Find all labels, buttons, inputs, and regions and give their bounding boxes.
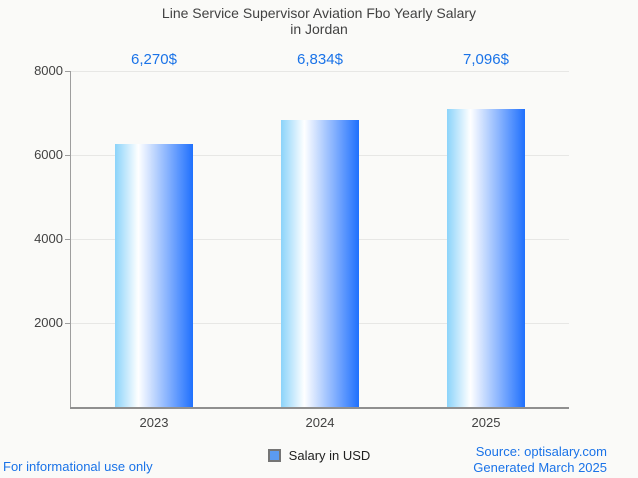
- source-link[interactable]: Source: optisalary.com: [475, 444, 607, 459]
- y-tick: [65, 239, 71, 240]
- chart-title-line2: in Jordan: [290, 21, 348, 37]
- y-tick: [65, 323, 71, 324]
- x-axis-label: 2025: [471, 415, 501, 430]
- legend: Salary in USD: [0, 448, 638, 463]
- legend-label: Salary in USD: [288, 448, 371, 463]
- y-axis-line: [70, 71, 71, 407]
- legend-swatch-icon: [267, 449, 281, 462]
- y-tick: [65, 71, 71, 72]
- value-label: 6,834$: [297, 51, 343, 68]
- x-axis-line: [70, 407, 569, 409]
- x-axis-label: 2024: [305, 415, 335, 430]
- value-label: 7,096$: [463, 51, 509, 68]
- bar-2024: [281, 120, 359, 407]
- bar-2025: [447, 109, 525, 407]
- y-axis-label: 2000: [34, 315, 63, 330]
- y-axis-label: 6000: [34, 147, 63, 162]
- source-block: Source: optisalary.com Generated March 2…: [473, 444, 607, 476]
- bar-2023: [115, 144, 193, 407]
- x-axis-label: 2023: [139, 415, 169, 430]
- chart-title-line1: Line Service Supervisor Aviation Fbo Yea…: [161, 5, 477, 21]
- disclaimer-text: For informational use only: [3, 459, 153, 474]
- generated-date: Generated March 2025: [473, 460, 607, 475]
- y-tick: [65, 155, 71, 156]
- gridline: [71, 71, 569, 72]
- y-axis-label: 8000: [34, 63, 63, 78]
- y-axis-label: 4000: [34, 231, 63, 246]
- value-label: 6,270$: [131, 51, 177, 68]
- chart-title: Line Service Supervisor Aviation Fbo Yea…: [0, 5, 638, 37]
